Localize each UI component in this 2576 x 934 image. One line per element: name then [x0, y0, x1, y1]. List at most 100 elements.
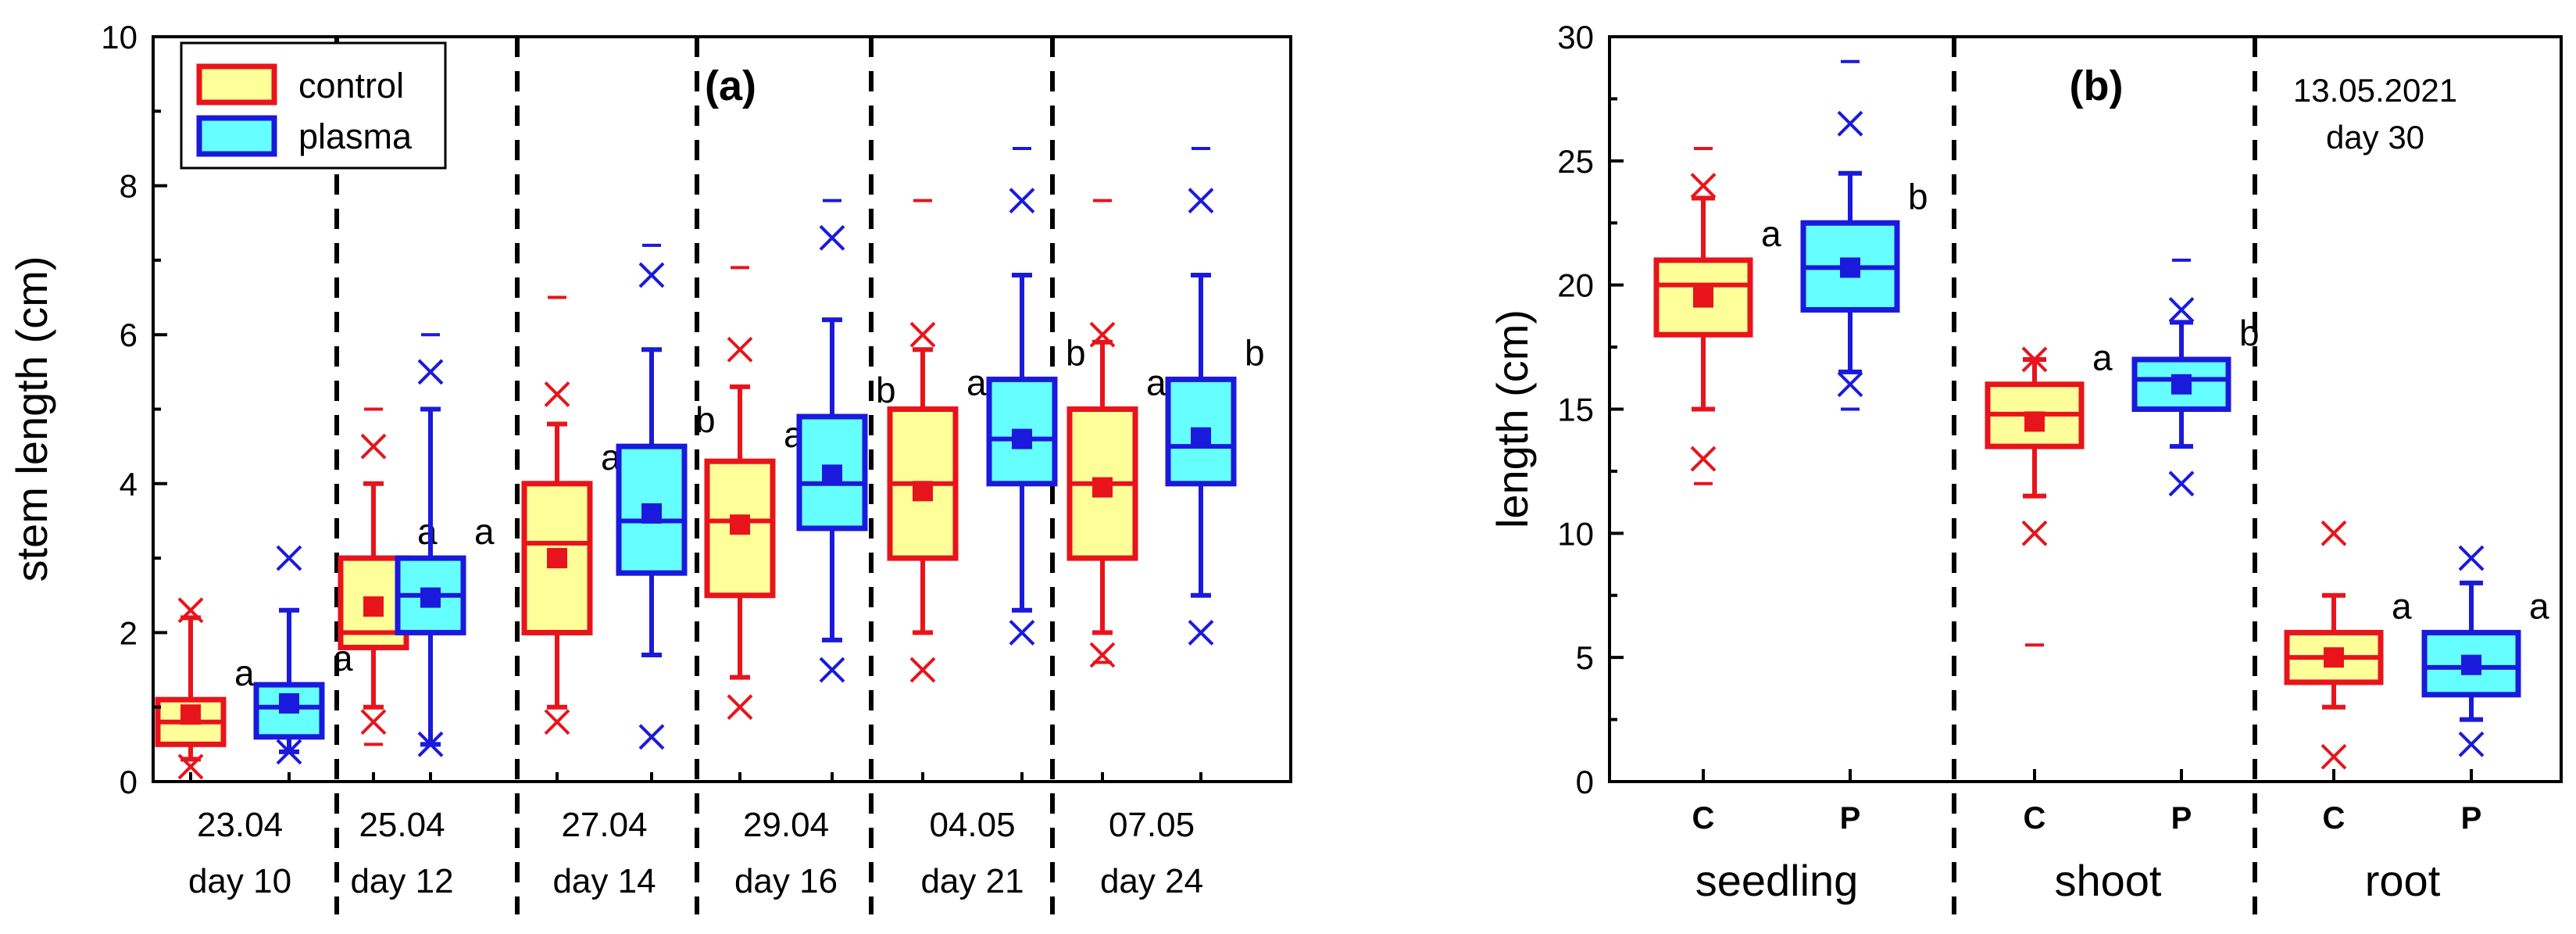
box-control: a	[2284, 520, 2412, 770]
x-tick-label: C	[1692, 801, 1715, 836]
outlier-x-marker	[2321, 520, 2347, 546]
legend-label-control: control	[298, 66, 404, 106]
x-group-name: root	[2365, 856, 2441, 905]
mean-marker	[2171, 374, 2192, 395]
significance-letter: a	[234, 653, 255, 693]
significance-letter: b	[2239, 313, 2260, 353]
mean-marker	[1840, 257, 1860, 278]
mean-marker	[2324, 647, 2344, 668]
outlier-x-marker	[2458, 731, 2485, 757]
box-plasma: a	[395, 333, 495, 757]
box-plasma: a	[253, 545, 353, 765]
box-plasma: b	[1800, 59, 1928, 411]
x-group-date: 07.05	[1109, 806, 1195, 844]
outlier-x-marker	[1188, 188, 1214, 214]
significance-letter: a	[2392, 585, 2412, 626]
outlier-x-marker	[2021, 520, 2048, 546]
significance-letter: a	[2092, 338, 2113, 378]
x-group-date: 23.04	[197, 806, 283, 844]
outlier-x-marker	[2458, 545, 2485, 571]
outlier-x-marker	[727, 694, 753, 721]
outlier-x-marker	[819, 224, 845, 251]
x-group-day: day 14	[552, 862, 656, 900]
outlier-x-marker	[909, 657, 936, 683]
x-group-date: 25.04	[359, 806, 445, 844]
mean-marker	[822, 464, 842, 485]
x-tick-label: P	[2171, 801, 2192, 836]
significance-letter: a	[474, 511, 495, 552]
outlier-x-marker	[360, 709, 387, 735]
outlier-x-marker	[727, 336, 753, 363]
x-group-date: 29.04	[743, 806, 829, 844]
box-plasma: b	[796, 199, 896, 683]
significance-letter: b	[695, 399, 716, 440]
significance-letter: b	[1066, 332, 1086, 373]
box-plasma: b	[2131, 258, 2260, 497]
box-plasma: b	[986, 146, 1086, 646]
legend-label-plasma: plasma	[298, 116, 413, 156]
outlier-x-marker	[1837, 110, 1863, 137]
mean-marker	[2024, 411, 2045, 432]
day-annotation: day 30	[2326, 119, 2424, 156]
outlier-x-marker	[819, 657, 845, 683]
x-tick-label: C	[2323, 801, 2346, 836]
outlier-x-marker	[1089, 321, 1116, 348]
y-tick-label: 6	[120, 317, 138, 353]
outlier-x-marker	[1690, 446, 1717, 472]
x-group-day: day 21	[920, 862, 1024, 900]
legend-swatch-control	[196, 63, 277, 106]
mean-marker	[1092, 477, 1113, 498]
x-group-day: day 16	[734, 862, 838, 900]
outlier-x-marker	[2021, 346, 2048, 373]
outlier-x-marker	[2168, 297, 2195, 323]
panel-label-b: (b)	[2070, 63, 2124, 109]
mean-marker	[1012, 428, 1032, 449]
legend: control plasma	[180, 41, 447, 170]
x-group-day: day 12	[350, 862, 453, 900]
significance-letter: a	[1146, 363, 1167, 403]
outlier-x-marker	[638, 724, 665, 750]
date-annotation: 13.05.2021	[2293, 72, 2457, 109]
outlier-x-marker	[2321, 743, 2347, 770]
panel-label-a: (a)	[705, 63, 756, 109]
outlier-x-marker	[1188, 619, 1214, 646]
y-tick-label: 10	[1557, 515, 1594, 552]
box-control: a	[1985, 338, 2113, 647]
outlier-x-marker	[909, 321, 936, 348]
outlier-x-marker	[638, 262, 665, 288]
mean-marker	[1693, 287, 1713, 308]
outlier-x-marker	[417, 731, 444, 757]
outlier-x-marker	[1690, 173, 1717, 199]
box-control: a	[887, 199, 987, 683]
box-plasma: a	[2421, 545, 2549, 757]
mean-marker	[730, 514, 750, 535]
box-plasma: b	[1165, 146, 1265, 646]
x-tick-label: C	[2024, 801, 2046, 836]
y-axis-label-b: length (cm)	[1488, 310, 1537, 528]
mean-marker	[547, 548, 567, 569]
x-group-day: day 10	[188, 862, 291, 900]
outlier-x-marker	[360, 433, 387, 460]
x-tick-label: P	[2461, 801, 2482, 836]
mean-marker	[363, 596, 384, 617]
iqr-box	[796, 413, 868, 531]
mean-marker	[420, 587, 441, 608]
outlier-x-marker	[177, 597, 204, 624]
mean-marker	[2461, 654, 2481, 675]
y-tick-label: 10	[101, 19, 138, 55]
box-control: a	[1653, 146, 1781, 485]
y-tick-label: 4	[120, 466, 138, 503]
significance-letter: b	[1245, 332, 1265, 373]
box-control: a	[155, 597, 255, 780]
outlier-x-marker	[544, 709, 570, 735]
y-tick-label: 0	[1576, 764, 1594, 800]
outlier-x-marker	[1009, 619, 1035, 646]
x-group-date: 27.04	[561, 806, 647, 844]
mean-marker	[1191, 427, 1211, 448]
y-tick-label: 20	[1557, 267, 1594, 304]
y-tick-label: 2	[120, 614, 138, 651]
significance-letter: b	[876, 370, 896, 410]
significance-letter: a	[966, 363, 987, 403]
box-control: a	[521, 295, 621, 735]
